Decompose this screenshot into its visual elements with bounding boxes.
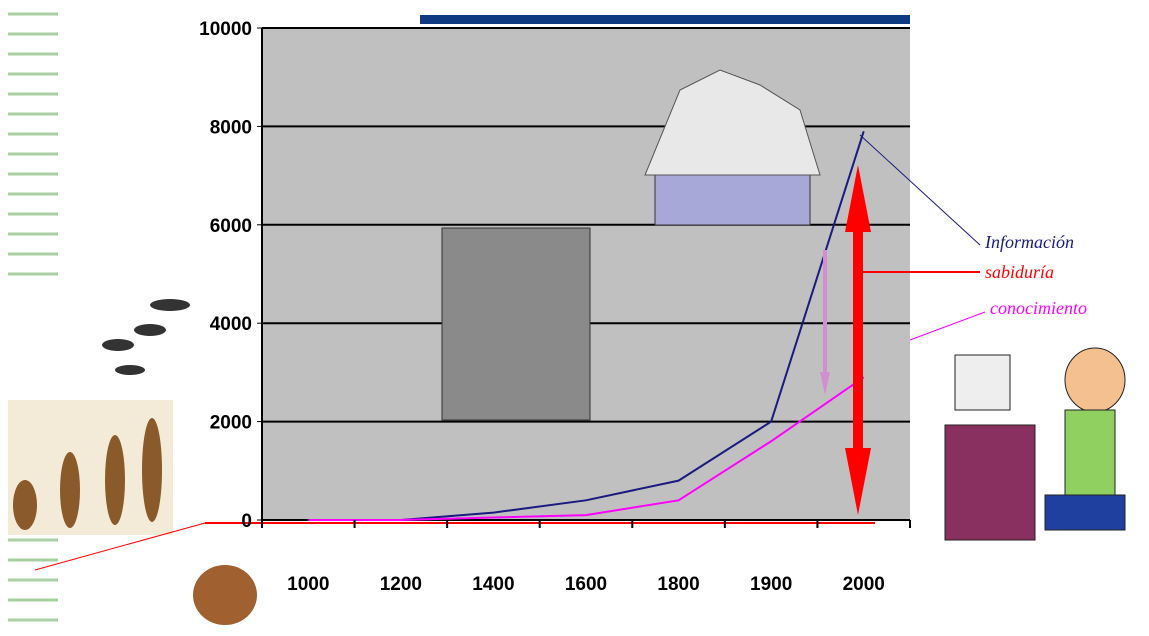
x-tick-label: 2000 [843, 574, 885, 595]
press-image [442, 228, 590, 420]
annotation-label: sabiduría [985, 262, 1054, 282]
x-tick-label: 1000 [287, 574, 329, 595]
x-tick-label: 1200 [380, 574, 422, 595]
leader-line [910, 312, 985, 340]
y-tick-label: 6000 [210, 216, 252, 237]
x-tick-label: 1400 [472, 574, 514, 595]
y-tick-label: 2000 [210, 413, 252, 434]
top-bar [420, 15, 910, 24]
cave-art [102, 299, 190, 375]
x-tick-label: 1600 [565, 574, 607, 595]
y-tick-label: 8000 [210, 117, 252, 138]
caveman-image [193, 565, 257, 625]
man-at-computer [945, 348, 1125, 540]
slide: Información sabiduría conocimiento 0 2000… [0, 0, 1149, 636]
y-tick-label: 10000 [199, 19, 252, 40]
desk-image [655, 175, 810, 225]
x-tick-label: 1800 [657, 574, 699, 595]
y-tick-label: 0 [241, 511, 252, 532]
legend-label: conocimiento [990, 298, 1087, 318]
y-tick-label: 4000 [210, 314, 252, 335]
legend-label: Información [984, 232, 1074, 252]
x-tick-label: 1900 [750, 574, 792, 595]
